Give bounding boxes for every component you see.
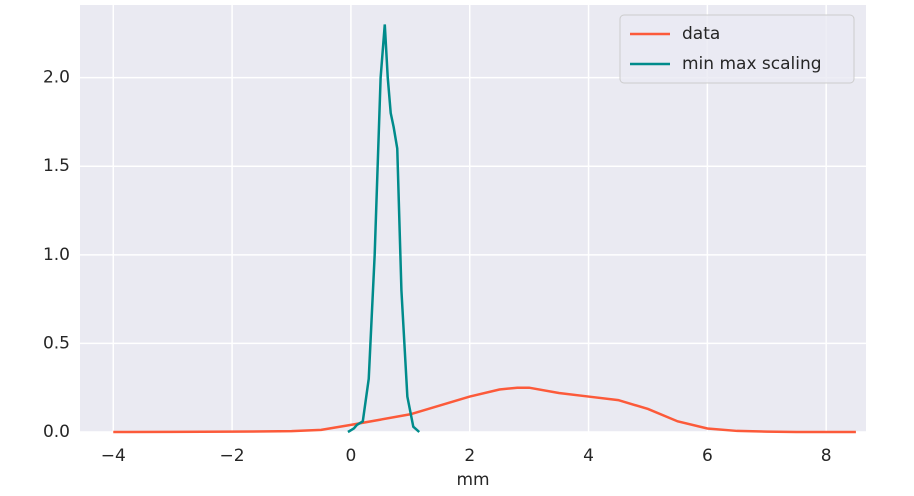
y-tick-label: 1.5 <box>43 156 70 176</box>
legend-label: min max scaling <box>682 54 822 74</box>
line-series <box>347 24 421 434</box>
y-tick-label: 0.5 <box>43 333 70 353</box>
x-tick-label: −4 <box>101 446 126 466</box>
y-tick-label: 1.0 <box>43 245 70 265</box>
x-tick-label: 8 <box>821 446 832 466</box>
legend-label: data <box>682 24 720 44</box>
y-tick-label: 0.0 <box>43 422 70 442</box>
x-tick-label: 4 <box>583 446 594 466</box>
y-tick-label: 2.0 <box>43 68 70 88</box>
x-axis-label: mm <box>456 470 489 490</box>
x-tick-label: 0 <box>345 446 356 466</box>
legend-box <box>619 14 855 84</box>
line-series <box>113 386 856 434</box>
x-tick-label: 6 <box>702 446 713 466</box>
x-tick-label: −2 <box>220 446 245 466</box>
x-tick-label: 2 <box>464 446 475 466</box>
